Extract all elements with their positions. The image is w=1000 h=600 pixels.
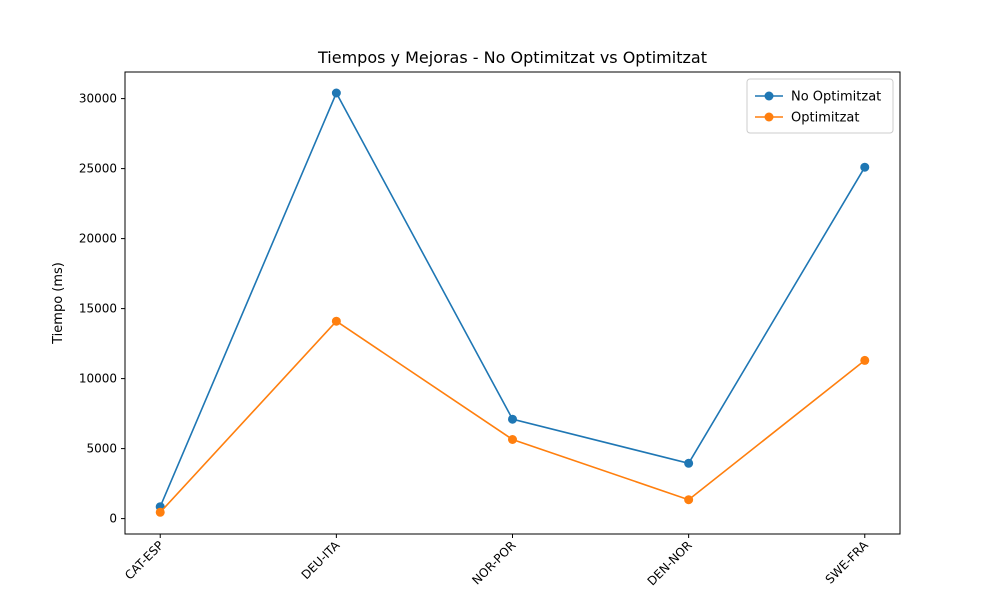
- y-tick-label: 10000: [79, 372, 117, 386]
- legend-label-no-optimitzat: No Optimitzat: [791, 90, 881, 105]
- data-point-optimitzat: [331, 316, 341, 326]
- chart-title: Tiempos y Mejoras - No Optimitzat vs Opt…: [317, 48, 707, 67]
- data-point-no-optimitzat: [331, 88, 341, 98]
- legend: No Optimitzat Optimitzat: [746, 78, 894, 134]
- y-tick-label: 25000: [79, 162, 117, 176]
- x-tick-label: SWE-FRA: [823, 538, 872, 587]
- axes: CAT-ESP DEU-ITA NOR-POR DEN-NOR SWE-FRA 0 5000…: [79, 92, 872, 589]
- legend-box: [746, 78, 894, 134]
- y-tick-label: 0: [109, 512, 117, 526]
- y-tick-label: 30000: [79, 92, 117, 106]
- data-point-no-optimitzat: [684, 458, 694, 468]
- y-axis-label: Tiempo (ms): [51, 262, 66, 345]
- legend-marker-optimitzat: [764, 112, 774, 122]
- y-tick-label: 20000: [79, 232, 117, 246]
- data-point-optimitzat: [155, 507, 165, 517]
- x-tick-label: CAT-ESP: [122, 538, 166, 582]
- x-tick-label: NOR-POR: [469, 538, 518, 587]
- data-point-no-optimitzat: [508, 414, 517, 424]
- x-tick-label: DEN-NOR: [645, 538, 695, 588]
- legend-marker-no-optimitzat: [764, 91, 774, 101]
- plot-area: [155, 88, 870, 517]
- data-point-optimitzat: [860, 355, 870, 365]
- data-point-optimitzat: [684, 495, 694, 505]
- x-tick-label: DEU-ITA: [299, 538, 343, 582]
- data-point-optimitzat: [508, 435, 517, 444]
- y-tick-label: 5000: [86, 442, 117, 456]
- data-point-no-optimitzat: [860, 162, 870, 172]
- legend-label-optimitzat: Optimitzat: [791, 111, 859, 126]
- y-tick-label: 15000: [79, 302, 117, 316]
